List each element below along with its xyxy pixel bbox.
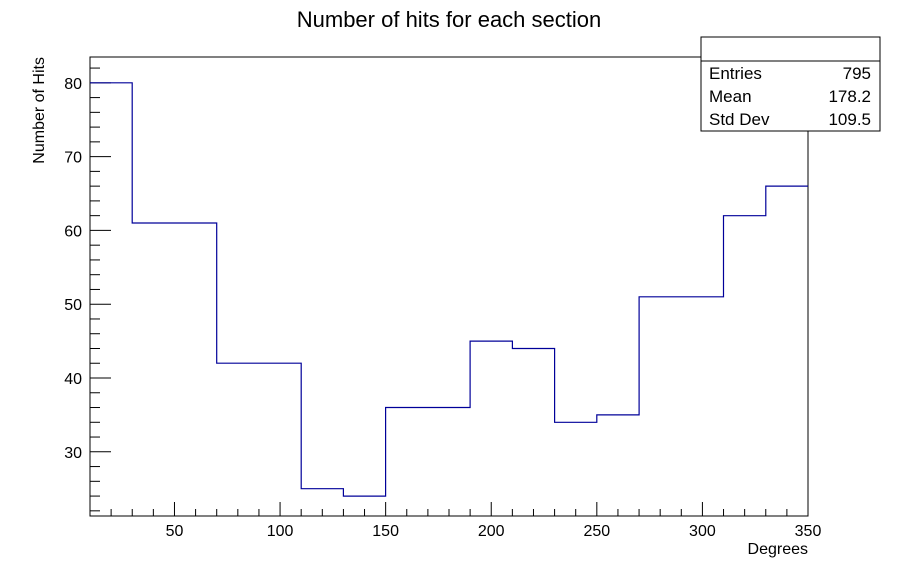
stats-stddev-value: 109.5: [828, 110, 871, 129]
histogram-bin: [217, 363, 301, 516]
histogram-bin: [512, 348, 554, 516]
y-tick-label: 40: [64, 371, 82, 388]
chart-title: Number of hits for each section: [297, 7, 601, 32]
y-tick-label: 50: [64, 297, 82, 314]
plot-frame: [89, 56, 809, 517]
x-tick-label: 200: [478, 523, 505, 540]
stats-box: Entries 795 Mean 178.2 Std Dev 109.5: [700, 36, 881, 132]
histogram-bin: [386, 408, 470, 516]
histogram-bin: [470, 341, 512, 516]
histogram-bin: [90, 83, 132, 516]
x-axis-ticks: 50 100 150 200 250 300 350: [166, 502, 822, 540]
y-tick-label: 60: [64, 223, 82, 240]
x-tick-label: 100: [267, 523, 294, 540]
x-tick-label: 50: [166, 523, 184, 540]
histogram-bin: [724, 216, 766, 516]
stats-entries-value: 795: [843, 64, 871, 83]
histogram-bin: [766, 186, 808, 516]
stats-mean-label: Mean: [709, 87, 752, 106]
y-axis-ticks: 30 40 50 60 70 80: [64, 76, 111, 462]
histogram-bin: [639, 297, 723, 516]
stats-stddev-label: Std Dev: [709, 110, 770, 129]
x-tick-label: 250: [583, 523, 610, 540]
histogram-bins: [90, 83, 808, 516]
y-axis-label: Number of Hits: [31, 57, 48, 164]
x-tick-label: 150: [372, 523, 399, 540]
stats-entries-label: Entries: [709, 64, 762, 83]
x-minor-ticks: [89, 509, 788, 516]
histogram-bin: [555, 422, 597, 516]
histogram-bin: [597, 415, 639, 516]
x-tick-label: 300: [689, 523, 716, 540]
stats-mean-value: 178.2: [828, 87, 871, 106]
histogram-bin: [132, 223, 216, 516]
y-tick-label: 30: [64, 445, 82, 462]
x-axis-label: Degrees: [748, 541, 808, 558]
y-tick-label: 80: [64, 76, 82, 93]
x-tick-label: 350: [795, 523, 822, 540]
y-minor-ticks: [90, 67, 100, 512]
stats-box-frame: [700, 36, 881, 132]
y-tick-label: 70: [64, 150, 82, 167]
histogram-series-line: [90, 82, 808, 497]
